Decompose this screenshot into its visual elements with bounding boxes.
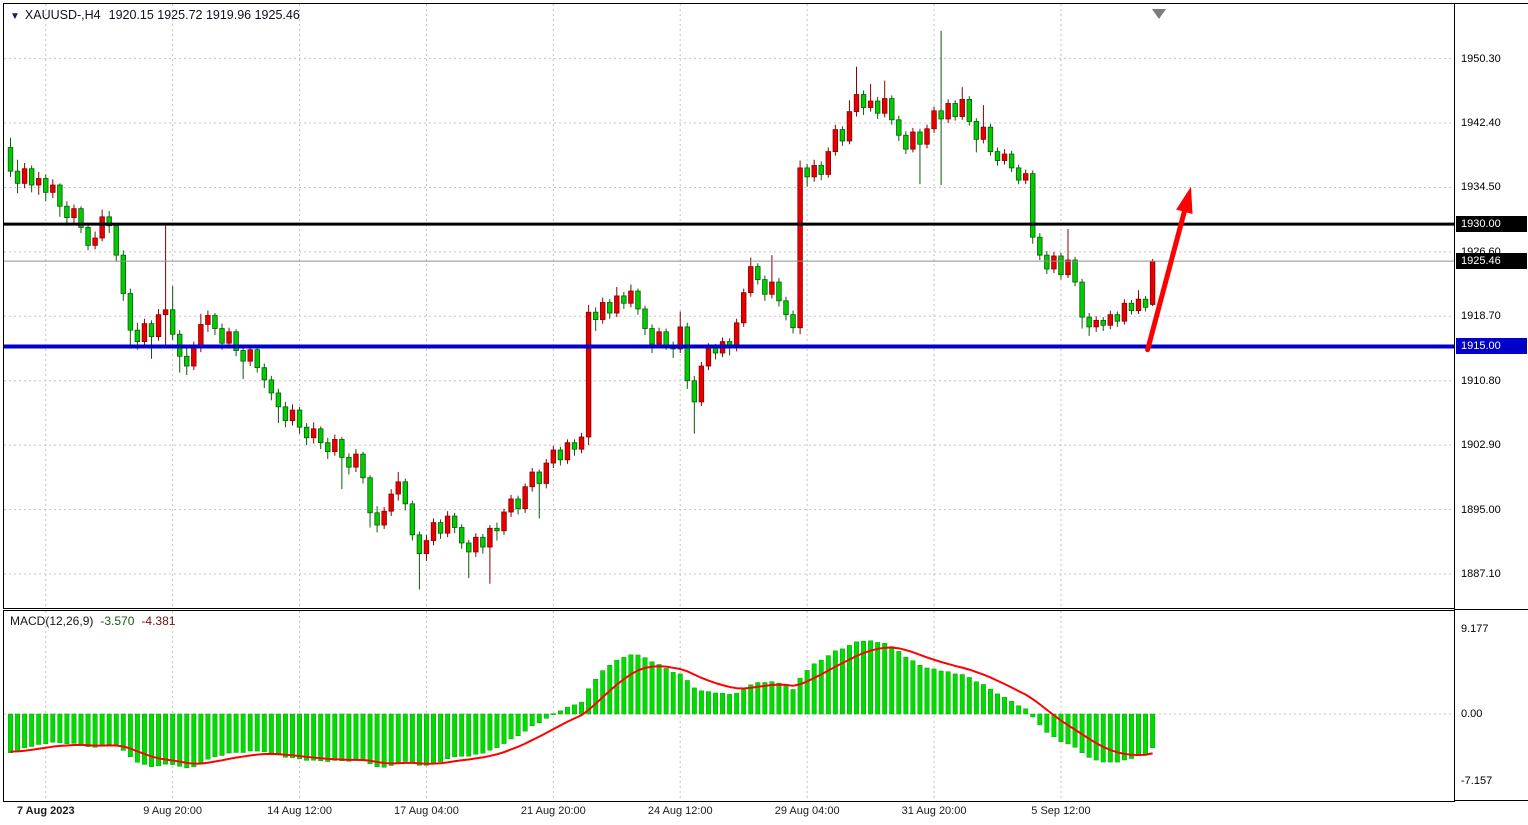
- time-tick-label: 21 Aug 20:00: [520, 805, 586, 817]
- axis-top-rule: [1454, 3, 1528, 4]
- ohlc-readout: 1920.15 1925.72 1919.96 1925.46: [108, 8, 300, 22]
- time-tick-label: 14 Aug 12:00: [267, 805, 332, 817]
- price-tick-label: 1950.30: [1461, 52, 1501, 65]
- symbol-header: ▼ XAUUSD-,H4 1920.15 1925.72 1919.96 1925.…: [10, 8, 300, 22]
- resistance-price-badge: 1930.00: [1456, 216, 1527, 233]
- price-chart-panel[interactable]: ▼ XAUUSD-,H4 1920.15 1925.72 1919.96 1925.…: [3, 3, 1455, 609]
- price-tick-label: 1895.00: [1461, 503, 1501, 516]
- macd-tick-label: 9.177: [1461, 622, 1489, 635]
- macd-tick-label: 0.00: [1461, 708, 1483, 720]
- macd-canvas[interactable]: [4, 611, 1454, 801]
- time-tick-label: 5 Sep 12:00: [1031, 805, 1091, 817]
- price-tick-label: 1942.40: [1461, 117, 1501, 130]
- macd-tick-label: -7.157: [1461, 774, 1493, 787]
- axis-mid-rule: [1454, 609, 1528, 610]
- time-tick-label: 24 Aug 12:00: [647, 805, 713, 817]
- time-tick-label: 17 Aug 04:00: [394, 805, 459, 817]
- macd-signal-value: -4.381: [141, 614, 176, 628]
- grid-layer: [4, 4, 1454, 608]
- time-tick-label: 7 Aug 2023: [16, 805, 75, 817]
- macd-main-value: -3.570: [100, 614, 135, 628]
- axis-bottom-rule: [1454, 800, 1528, 801]
- symbol-timeframe-label: XAUUSD-,H4: [24, 8, 101, 22]
- time-tick-label: 29 Aug 04:00: [774, 805, 840, 817]
- chevron-down-icon[interactable]: ▼: [10, 11, 20, 22]
- price-chart-canvas[interactable]: [4, 4, 1454, 608]
- macd-name: MACD(12,26,9): [10, 614, 94, 628]
- price-tick-label: 1918.70: [1461, 310, 1501, 323]
- price-tick-label: 1910.80: [1461, 374, 1501, 387]
- time-tick-label: 9 Aug 20:00: [143, 805, 202, 817]
- chart-shift-marker-icon[interactable]: [1152, 9, 1166, 19]
- price-axis[interactable]: 1930.00 1925.46 1915.00 1950.30 1942.40 19…: [1456, 0, 1528, 825]
- price-tick-label: 1926.60: [1461, 245, 1501, 258]
- price-tick-label: 1934.50: [1461, 181, 1501, 194]
- price-tick-label: 1902.90: [1461, 439, 1501, 452]
- macd-histogram: [8, 640, 1156, 769]
- time-tick-label: 31 Aug 20:00: [901, 805, 967, 817]
- candles-layer: [7, 30, 1156, 590]
- time-axis[interactable]: 7 Aug 2023 9 Aug 20:00 14 Aug 12:00 17 Aug …: [3, 805, 1463, 821]
- trend-arrow[interactable]: [1145, 186, 1193, 353]
- support-price-badge: 1915.00: [1456, 338, 1527, 355]
- macd-indicator-label: MACD(12,26,9) -3.570 -4.381: [10, 614, 175, 628]
- macd-panel[interactable]: MACD(12,26,9) -3.570 -4.381: [3, 610, 1455, 802]
- price-tick-label: 1887.10: [1461, 567, 1501, 580]
- macd-signal-line: [10, 646, 1153, 765]
- current-price-badge: 1925.46: [1456, 253, 1527, 270]
